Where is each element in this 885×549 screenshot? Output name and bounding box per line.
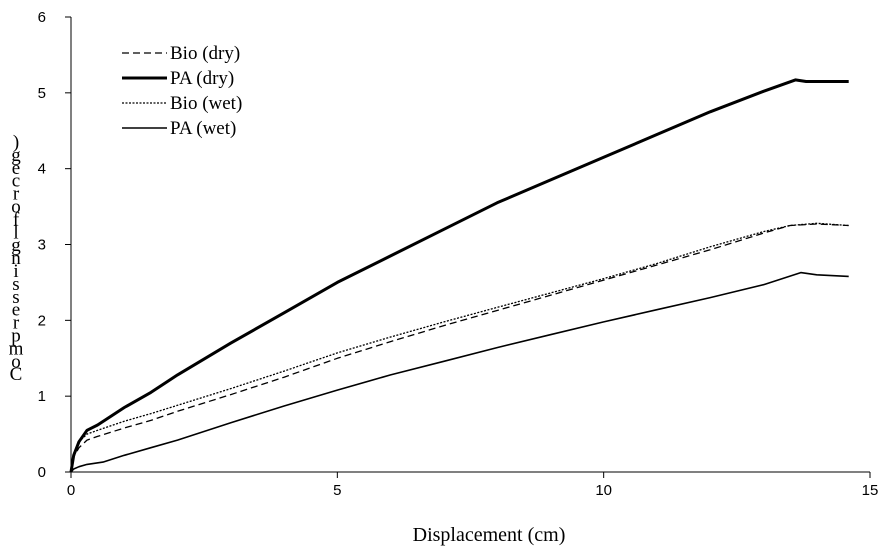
legend-label-0: Bio (dry) <box>170 43 240 64</box>
y-axis-title-glyph: e <box>12 158 20 179</box>
y-tick-label: 5 <box>38 85 46 102</box>
y-axis-title-glyph: r <box>13 184 20 205</box>
y-axis-title-glyph: f <box>13 209 20 230</box>
tick-labels: 0 1 2 3 4 5 6 0 5 10 15 <box>38 9 879 499</box>
y-tick-label: 4 <box>38 161 46 178</box>
y-axis-title-glyph: ) <box>13 132 19 153</box>
y-tick-label: 0 <box>38 464 46 481</box>
y-tick-label: 1 <box>38 388 46 405</box>
x-axis-title: Displacement (cm) <box>413 524 566 546</box>
series-line-1 <box>69 78 849 473</box>
axes <box>65 16 871 478</box>
series-line-0 <box>70 223 849 473</box>
x-tick-label: 0 <box>67 482 75 499</box>
y-axis-title-glyph: C <box>10 364 23 385</box>
x-tick-label: 5 <box>333 482 341 499</box>
legend-label-1: PA (dry) <box>170 68 234 89</box>
y-axis-title-glyph: l <box>13 222 18 243</box>
series-lines <box>69 78 849 473</box>
y-axis-title-glyph: e <box>12 300 20 321</box>
y-axis-title-glyph: n <box>11 248 21 269</box>
y-axis-title-glyph: o <box>11 197 21 218</box>
y-axis-title-glyph: s <box>12 287 19 308</box>
series-line-3 <box>70 271 849 473</box>
y-tick-label: 3 <box>38 237 46 254</box>
y-axis-title-glyph: m <box>9 338 24 359</box>
y-axis-title-glyph: c <box>12 171 20 192</box>
y-axis-title-glyph: g <box>11 235 21 256</box>
y-tick-label: 2 <box>38 312 46 329</box>
y-axis-title-glyph: s <box>12 274 19 295</box>
legend-label-3: PA (wet) <box>170 118 236 139</box>
legend-label-2: Bio (wet) <box>170 93 242 114</box>
series-line-2 <box>70 222 849 473</box>
x-tick-label: 10 <box>595 482 612 499</box>
x-tick-label: 15 <box>862 482 879 499</box>
y-axis-title-glyph: i <box>13 261 18 282</box>
y-tick-label: 6 <box>38 9 46 26</box>
y-axis-title-glyph: o <box>11 351 21 372</box>
legend: Bio (dry) PA (dry) Bio (wet) PA (wet) <box>122 43 242 139</box>
y-axis-title-glyph: g <box>11 145 21 166</box>
y-axis-title-glyph: p <box>11 326 21 347</box>
y-axis-title-glyph: r <box>13 313 20 334</box>
